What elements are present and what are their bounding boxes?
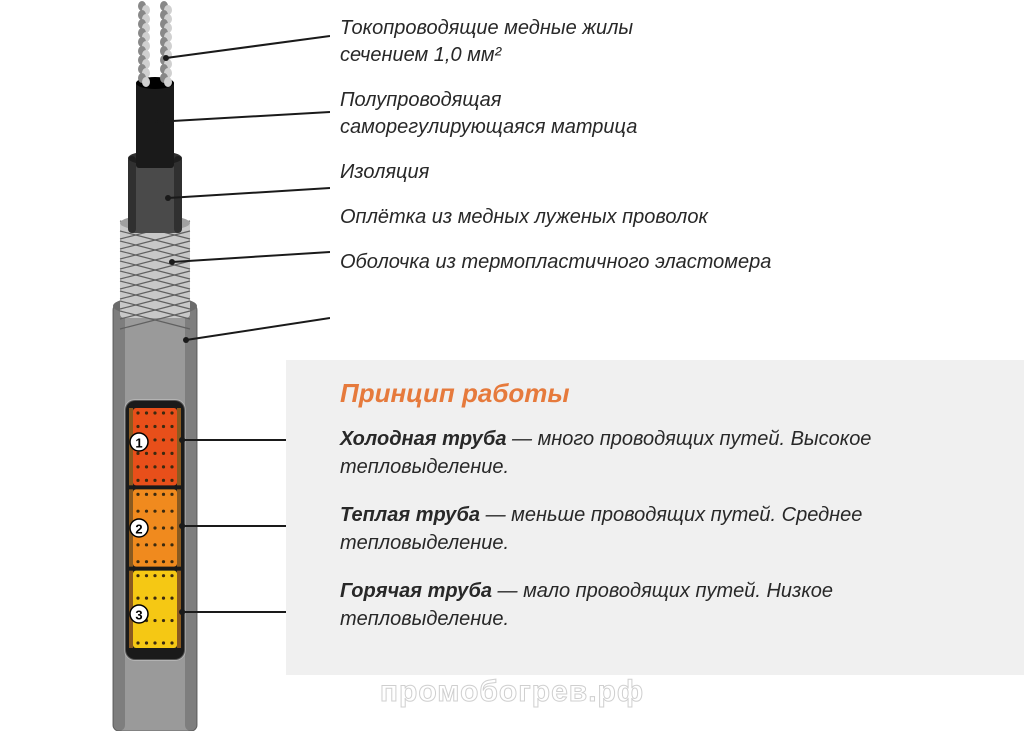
label-insulation: Изоляция — [340, 159, 1010, 186]
label-conductors: Токопроводящие медные жилы сечением 1,0 … — [340, 15, 1010, 69]
label-line: саморегулирующаяся матрица — [340, 116, 637, 138]
cable-diagram: 1 2 3 — [0, 0, 330, 731]
label-braid: Оплётка из медных луженых проволок — [340, 204, 1010, 231]
watermark-text: промобогрев.рф — [380, 675, 644, 709]
label-matrix: Полупроводящая саморегулирующаяся матриц… — [340, 87, 1010, 141]
svg-text:1: 1 — [135, 436, 142, 451]
principle-item: Теплая труба — меньше проводящих путей. … — [340, 501, 1004, 557]
principle-item: Холодная труба — много проводящих путей.… — [340, 425, 1004, 481]
principle-item-bold: Теплая труба — [340, 504, 480, 526]
label-line: Полупроводящая — [340, 89, 501, 111]
label-jacket: Оболочка из термопластичного эластомера — [340, 249, 1010, 276]
principle-item-bold: Холодная труба — [340, 428, 506, 450]
principle-panel: Принцип работы Холодная труба — много пр… — [286, 360, 1024, 675]
principle-item: Горячая труба — мало проводящих путей. Н… — [340, 577, 1004, 633]
label-line: Токопроводящие медные жилы — [340, 17, 633, 39]
svg-text:2: 2 — [135, 522, 142, 537]
svg-text:3: 3 — [135, 608, 142, 623]
principle-title: Принцип работы — [340, 378, 1004, 409]
component-labels: Токопроводящие медные жилы сечением 1,0 … — [340, 15, 1010, 294]
label-line: сечением 1,0 мм² — [340, 44, 501, 66]
principle-item-bold: Горячая труба — [340, 580, 492, 602]
